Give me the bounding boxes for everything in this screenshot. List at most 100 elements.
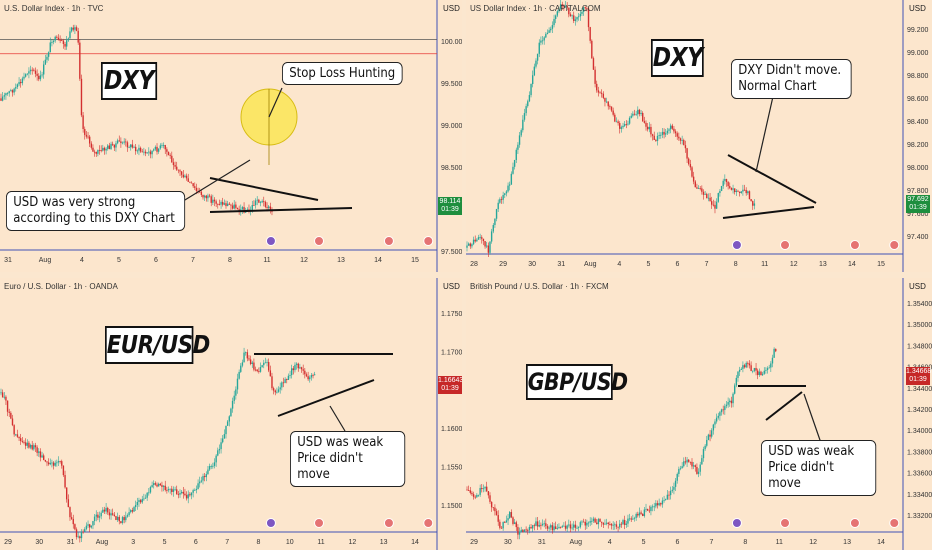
candle-body: [489, 241, 491, 253]
candle-body: [571, 527, 573, 529]
candle-body: [531, 525, 534, 529]
candle-body: [148, 151, 150, 153]
last-price-tag: 97.692 01:39: [906, 195, 930, 213]
candle-body: [512, 517, 514, 524]
chart-panel-dxy-capitalcom[interactable]: 99.200 99.000 98.800 98.600 98.400 98.200 98.0…: [466, 0, 932, 272]
candle-body: [497, 202, 499, 210]
candle-body: [499, 199, 501, 203]
candle-body: [254, 200, 257, 206]
candle-body: [620, 127, 623, 129]
candle-body: [120, 521, 122, 524]
candle-body: [607, 101, 609, 107]
candle-body: [172, 162, 175, 166]
candle-body: [666, 130, 669, 134]
candle-body: [238, 209, 240, 211]
candle-body: [743, 189, 746, 191]
candle-body: [610, 524, 613, 526]
candle-body: [518, 135, 521, 145]
candle-body: [220, 201, 222, 205]
candle-body: [87, 136, 89, 138]
candle-body: [765, 370, 767, 371]
candle-body: [177, 169, 180, 171]
x-tick-label: 29: [499, 261, 507, 268]
candle-body: [661, 500, 664, 505]
candle-body: [10, 90, 12, 92]
candle-body: [182, 491, 184, 494]
candle-body: [642, 513, 644, 517]
candle-body: [110, 143, 112, 150]
candle-body: [660, 503, 662, 505]
candle-body: [138, 500, 140, 502]
candle-body: [487, 491, 490, 496]
candle-body: [512, 166, 514, 174]
candle-body: [115, 516, 117, 520]
candle-body: [46, 56, 48, 60]
candle-body: [729, 186, 731, 188]
candle-body: [535, 60, 537, 67]
candle-body: [550, 28, 552, 31]
candle-body: [139, 147, 142, 152]
candle-body: [43, 64, 45, 75]
candle-body: [614, 114, 616, 122]
candle-body: [126, 142, 129, 148]
candle-body: [513, 159, 516, 167]
chart-panel-gbpusd[interactable]: 1.354001.350001.348001.346001.344001.342…: [466, 278, 932, 550]
candle-body: [559, 526, 562, 528]
candle-body: [180, 171, 183, 175]
chart-canvas[interactable]: 1.354001.350001.348001.346001.344001.342…: [466, 278, 932, 550]
candle-body: [64, 475, 66, 488]
candle-body: [678, 136, 680, 139]
candle-body: [169, 488, 171, 490]
x-tick-label: 6: [676, 261, 680, 268]
candle-body: [715, 201, 718, 209]
candle-body: [236, 378, 239, 390]
candle-body: [0, 392, 2, 394]
candle-body: [735, 377, 738, 386]
candle-body: [773, 348, 775, 358]
y-tick-label: 98.200: [907, 142, 929, 149]
candle-body: [161, 485, 163, 487]
candle-body: [292, 368, 295, 371]
candle-body: [556, 528, 559, 530]
candle-body: [517, 527, 519, 535]
candle-body: [213, 462, 216, 466]
x-tick-label: 11: [263, 257, 270, 264]
candle-body: [113, 514, 116, 517]
candle-body: [199, 481, 201, 484]
chart-panel-eurusd[interactable]: 1.175001.170001.165001.160001.155001.150…: [0, 278, 462, 550]
candle-body: [202, 194, 204, 198]
candle-body: [727, 182, 729, 187]
candle-body: [733, 188, 736, 193]
event-lightning-icon: [265, 236, 276, 246]
x-tick-label: 4: [617, 261, 621, 268]
symbol-label: EUR/USD: [105, 326, 210, 364]
candle-body: [758, 371, 761, 375]
candle-body: [167, 488, 170, 491]
candle-body: [125, 516, 127, 521]
chart-canvas[interactable]: 99.200 99.000 98.800 98.600 98.400 98.200 98.0…: [466, 0, 932, 272]
candle-body: [600, 521, 603, 523]
candle-body: [648, 510, 650, 512]
chart-panel-dxy-tvc[interactable]: 100.00099.50099.00098.50098.00097.50031A…: [0, 0, 462, 272]
x-tick-label: 8: [743, 539, 747, 546]
callout-usd-strong: USD was very strong according to this DX…: [6, 191, 186, 231]
candle-body: [249, 359, 252, 365]
candle-body: [681, 466, 683, 469]
candle-body: [33, 445, 35, 450]
y-tick-label: 1.15000: [441, 503, 462, 510]
candle-body: [735, 190, 738, 193]
candle-body: [706, 193, 708, 199]
trendline-upper: [727, 154, 817, 204]
candle-body: [95, 152, 97, 154]
x-tick-label: 14: [374, 257, 382, 264]
candle-body: [18, 436, 20, 439]
chart-canvas[interactable]: 1.175001.170001.165001.160001.155001.150…: [0, 278, 462, 550]
candle-body: [10, 412, 12, 419]
chart-canvas[interactable]: 100.00099.50099.00098.50098.00097.50031A…: [0, 0, 462, 272]
candle-body: [476, 239, 478, 242]
candle-body: [49, 42, 51, 53]
candle-body: [192, 183, 194, 187]
x-tick-label: 31: [538, 539, 546, 546]
candle-body: [528, 526, 531, 531]
x-tick-label: Aug: [39, 257, 52, 264]
